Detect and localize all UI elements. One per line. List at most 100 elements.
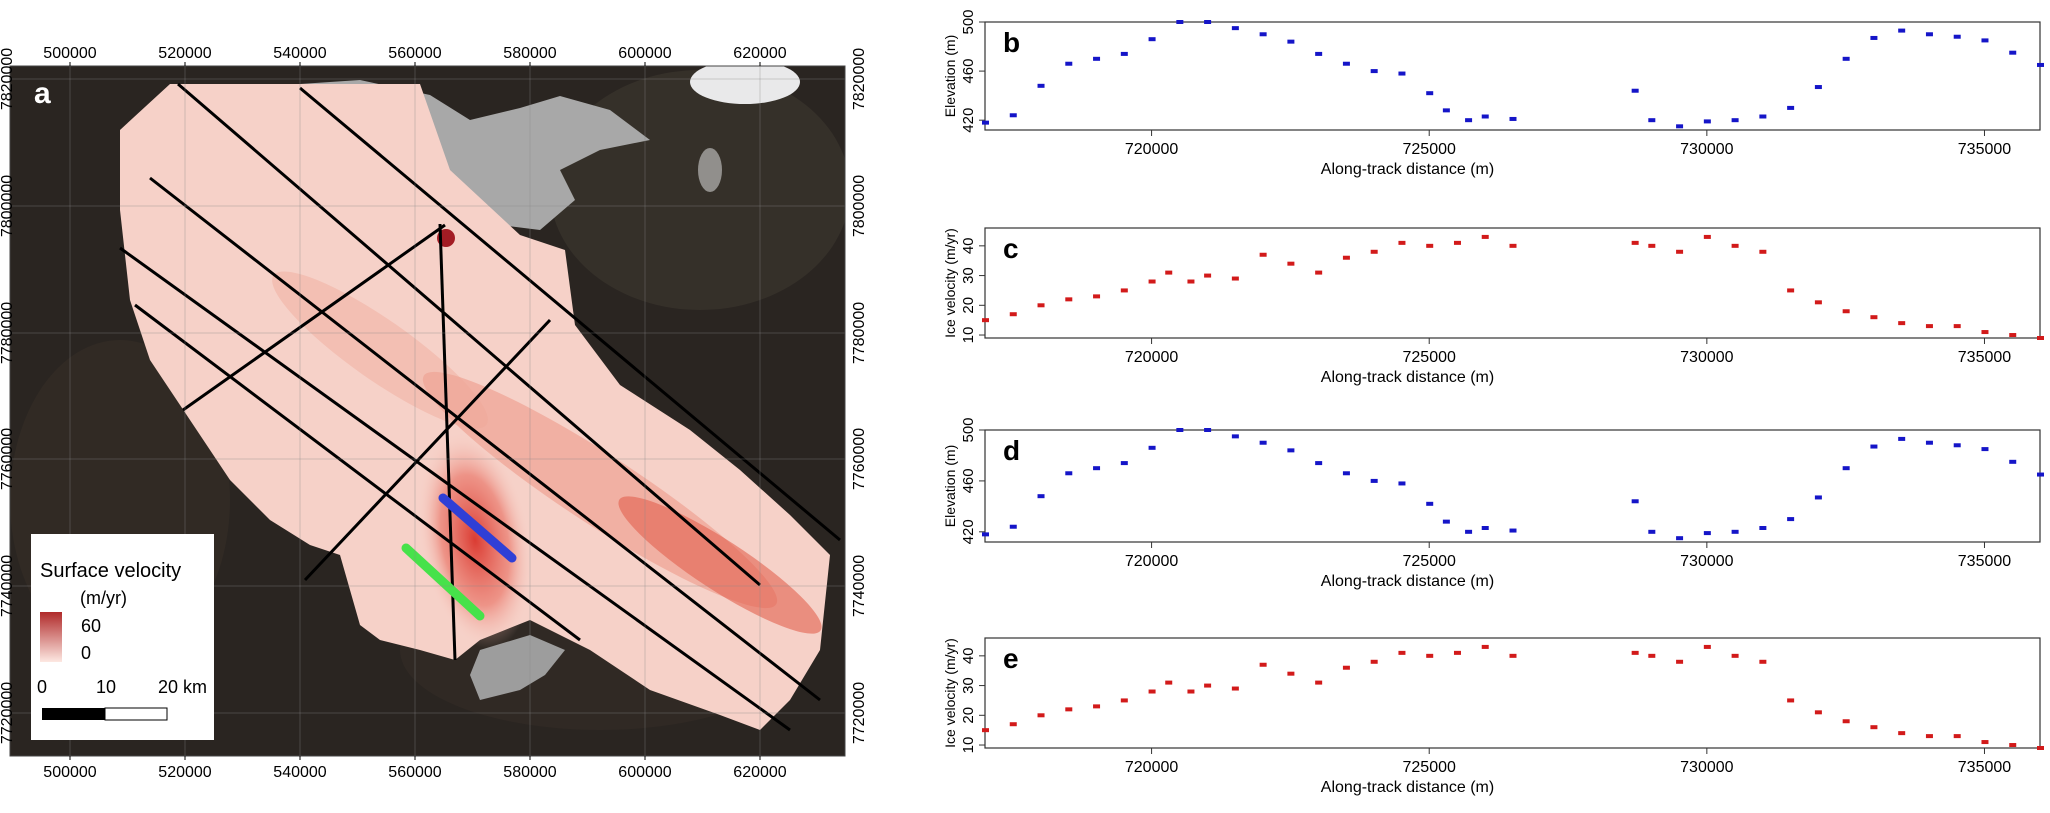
map-x-tick-label: 580000 bbox=[503, 764, 556, 781]
data-point bbox=[1953, 734, 1961, 739]
data-point bbox=[1259, 252, 1267, 257]
map-y-tick-label: 7760000 bbox=[0, 428, 16, 490]
data-point bbox=[1065, 707, 1073, 712]
data-point bbox=[1065, 471, 1073, 476]
data-point bbox=[1204, 273, 1212, 278]
data-point bbox=[1631, 240, 1639, 245]
data-point bbox=[1204, 428, 1212, 432]
data-point bbox=[1037, 303, 1045, 308]
data-point bbox=[1148, 37, 1156, 42]
legend-unit: (m/yr) bbox=[80, 588, 127, 608]
x-tick-label: 735000 bbox=[1958, 759, 2011, 776]
plot-frame bbox=[984, 429, 2041, 543]
data-point bbox=[1925, 324, 1933, 329]
map-x-tick-label: 600000 bbox=[618, 45, 671, 62]
data-point bbox=[1426, 91, 1434, 96]
data-point bbox=[1703, 234, 1711, 239]
flight-track bbox=[134, 303, 581, 642]
map-y-tick-label: 7780000 bbox=[0, 302, 16, 364]
data-point bbox=[1176, 428, 1184, 432]
map-x-tick-label: 560000 bbox=[388, 764, 441, 781]
data-point bbox=[1148, 689, 1156, 694]
data-point bbox=[1287, 448, 1295, 453]
velocity-map-panel: a 500000 520000 540000 560000 580000 600000 62… bbox=[0, 45, 868, 781]
data-point bbox=[1426, 653, 1434, 658]
data-point bbox=[1009, 312, 1017, 317]
data-point bbox=[2009, 459, 2017, 464]
panel-label-d: d bbox=[1003, 435, 1020, 466]
data-point bbox=[1842, 309, 1850, 314]
legend-max-label: 60 bbox=[81, 616, 101, 636]
data-point bbox=[1953, 34, 1961, 39]
map-y-tick-label: 7720000 bbox=[851, 682, 868, 744]
data-point bbox=[2037, 336, 2044, 340]
data-point bbox=[1898, 28, 1906, 33]
data-point bbox=[1093, 294, 1101, 299]
data-point bbox=[1259, 440, 1267, 445]
profile-panel-e: e 720000 725000 730000 735000 10 20 30 40 Along-t… bbox=[942, 637, 2044, 796]
y-tick-label: 460 bbox=[960, 468, 977, 493]
data-point bbox=[1204, 683, 1212, 688]
map-x-tick-label: 540000 bbox=[273, 45, 326, 62]
map-x-tick-label: 500000 bbox=[43, 45, 96, 62]
data-point bbox=[1370, 478, 1378, 483]
flight-track bbox=[119, 246, 791, 732]
data-point bbox=[1842, 56, 1850, 61]
data-point bbox=[1814, 495, 1822, 500]
data-point bbox=[1787, 288, 1795, 293]
map-y-tick-label: 7780000 bbox=[851, 302, 868, 364]
data-point bbox=[982, 728, 989, 733]
data-point bbox=[1898, 731, 1906, 736]
data-point bbox=[1165, 680, 1173, 685]
data-point bbox=[1009, 524, 1017, 529]
profile-panel-b: b 720000 725000 730000 735000 420 460 500 Along-… bbox=[942, 9, 2044, 178]
data-point bbox=[2037, 746, 2044, 750]
data-point bbox=[1509, 528, 1517, 533]
data-point bbox=[1731, 653, 1739, 658]
snow-patch bbox=[698, 148, 722, 192]
data-point bbox=[1148, 445, 1156, 450]
data-point bbox=[1731, 529, 1739, 534]
lake bbox=[470, 635, 565, 700]
panel-label-c: c bbox=[1003, 233, 1019, 264]
data-point bbox=[1231, 434, 1239, 439]
data-point bbox=[2009, 743, 2017, 748]
x-tick-label: 720000 bbox=[1125, 553, 1178, 570]
flight-track bbox=[149, 176, 821, 702]
data-point bbox=[1465, 118, 1473, 123]
map-frame bbox=[9, 65, 846, 757]
x-axis-label: Along-track distance (m) bbox=[1321, 161, 1494, 178]
x-tick-label: 725000 bbox=[1403, 141, 1456, 158]
y-tick-label: 30 bbox=[960, 267, 977, 284]
x-tick-label: 730000 bbox=[1680, 759, 1733, 776]
map-y-ticks-right: 7820000 7800000 7780000 7760000 7740000 77200… bbox=[851, 48, 868, 744]
data-point bbox=[1814, 300, 1822, 305]
data-point bbox=[1787, 105, 1795, 110]
plot-frame bbox=[984, 227, 2041, 339]
x-tick-label: 730000 bbox=[1680, 349, 1733, 366]
data-point bbox=[1631, 499, 1639, 504]
data-point bbox=[1426, 243, 1434, 248]
y-tick-label: 20 bbox=[960, 297, 977, 314]
data-point bbox=[1093, 466, 1101, 471]
y-axis-label: Elevation (m) bbox=[942, 445, 958, 527]
scalebar-label-0: 0 bbox=[37, 677, 47, 697]
data-point bbox=[1898, 436, 1906, 441]
scalebar-black bbox=[42, 708, 105, 720]
profile-track-green bbox=[401, 543, 485, 621]
data-point bbox=[1342, 61, 1350, 66]
x-tick-label: 720000 bbox=[1125, 759, 1178, 776]
x-tick-label: 735000 bbox=[1958, 349, 2011, 366]
data-point bbox=[2009, 333, 2017, 338]
y-tick-label: 40 bbox=[960, 237, 977, 254]
map-y-tick-label: 7820000 bbox=[851, 48, 868, 110]
data-point bbox=[1370, 659, 1378, 664]
profile-panels: b 720000 725000 730000 735000 420 460 500 Along-… bbox=[942, 9, 2044, 796]
data-point bbox=[1703, 119, 1711, 124]
plot-frame bbox=[984, 637, 2041, 749]
data-point bbox=[1204, 20, 1212, 24]
data-point bbox=[1814, 710, 1822, 715]
map-x-tick-label: 560000 bbox=[388, 45, 441, 62]
map-x-tick-label: 600000 bbox=[618, 764, 671, 781]
map-y-tick-label: 7740000 bbox=[0, 555, 16, 617]
